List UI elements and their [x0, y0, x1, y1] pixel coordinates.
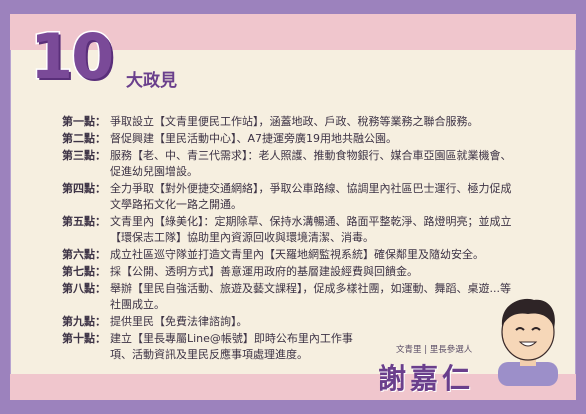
point-text: 全力爭取【對外便捷交通網絡】，爭取公車路線、協調里內社區巴士運行、極力促成文學路… [110, 182, 512, 211]
list-item: 第四點： 全力爭取【對外便捷交通網絡】，爭取公車路線、協調里內社區巴士運行、極力促… [62, 181, 512, 213]
point-text: 爭取設立【文青里便民工作站】，涵蓋地政、戶政、稅務等業務之聯合服務。 [110, 115, 479, 128]
point-text: 文青里內【綠美化】：定期除草、保持水溝暢通、路面平整乾淨、路燈明亮；並成立【環保… [110, 215, 512, 244]
list-item: 第三點： 服務【老、中、青三代需求】：老人照護、推動食物銀行、媒合車亞園區就業機會… [62, 148, 512, 180]
candidate-name: 謝嘉仁 [378, 362, 475, 395]
list-item: 第七點： 採【公開、透明方式】善意運用政府的基層建設經費與回饋金。 [62, 264, 512, 280]
point-label: 第八點： [62, 282, 106, 295]
shirt-shape [498, 362, 558, 386]
list-item: 第二點： 督促興建【里民活動中心】、A7捷運旁廣19用地共融公園。 [62, 131, 512, 147]
point-label: 第七點： [62, 265, 106, 278]
smile-shape [518, 341, 538, 347]
point-label: 第九點： [62, 315, 106, 328]
list-item: 第十點： 建立【里長專屬Line@帳號】即時公布里內工作事項、活動資訊及里民反應事… [62, 331, 362, 363]
right-eye [531, 327, 541, 331]
bottom-band [10, 374, 576, 400]
point-text: 建立【里長專屬Line@帳號】即時公布里內工作事項、活動資訊及里民反應事項處理進… [110, 332, 353, 361]
point-label: 第二點： [62, 132, 106, 145]
avatar [498, 298, 558, 386]
left-eye [515, 327, 525, 331]
point-text: 舉辦【里民自強活動、旅遊及藝文課程】，促成多樣社團，如運動、舞蹈、桌遊...等社… [110, 282, 511, 311]
point-label: 第六點： [62, 248, 106, 261]
point-label: 第十點： [62, 332, 106, 345]
point-text: 服務【老、中、青三代需求】：老人照護、推動食物銀行、媒合車亞園區就業機會、促進幼… [110, 149, 512, 178]
point-label: 第一點： [62, 115, 106, 128]
candidate-role: 文青里 | 里長參選人 [396, 345, 473, 355]
point-text: 督促興建【里民活動中心】、A7捷運旁廣19用地共融公園。 [110, 132, 398, 145]
list-item: 第九點： 提供里民【免費法律諮詢】。 [62, 314, 512, 330]
list-item: 第六點： 成立社區巡守隊並打造文青里內【天羅地網監視系統】確保鄰里及隨幼安全。 [62, 247, 512, 263]
point-text: 採【公開、透明方式】善意運用政府的基層建設經費與回饋金。 [110, 265, 418, 278]
point-text: 成立社區巡守隊並打造文青里內【天羅地網監視系統】確保鄰里及隨幼安全。 [110, 248, 484, 261]
list-item: 第五點： 文青里內【綠美化】：定期除草、保持水溝暢通、路面平整乾淨、路燈明亮；並成… [62, 214, 512, 246]
point-label: 第四點： [62, 182, 106, 195]
list-item: 第八點： 舉辦【里民自強活動、旅遊及藝文課程】，促成多樣社團，如運動、舞蹈、桌遊.… [62, 281, 512, 313]
hair-shape [501, 298, 555, 328]
list-item: 第一點： 爭取設立【文青里便民工作站】，涵蓋地政、戶政、稅務等業務之聯合服務。 [62, 114, 512, 130]
top-band [10, 14, 576, 50]
platform-card: 10 大政見 第一點： 爭取設立【文青里便民工作站】，涵蓋地政、戶政、稅務等業務之… [10, 14, 576, 400]
platform-list: 第一點： 爭取設立【文青里便民工作站】，涵蓋地政、戶政、稅務等業務之聯合服務。 第… [62, 114, 512, 364]
title-subtitle: 大政見 [126, 71, 177, 91]
point-label: 第五點： [62, 215, 106, 228]
point-label: 第三點： [62, 149, 106, 162]
title-number: 10 [28, 20, 115, 93]
point-text: 提供里民【免費法律諮詢】。 [110, 315, 248, 328]
